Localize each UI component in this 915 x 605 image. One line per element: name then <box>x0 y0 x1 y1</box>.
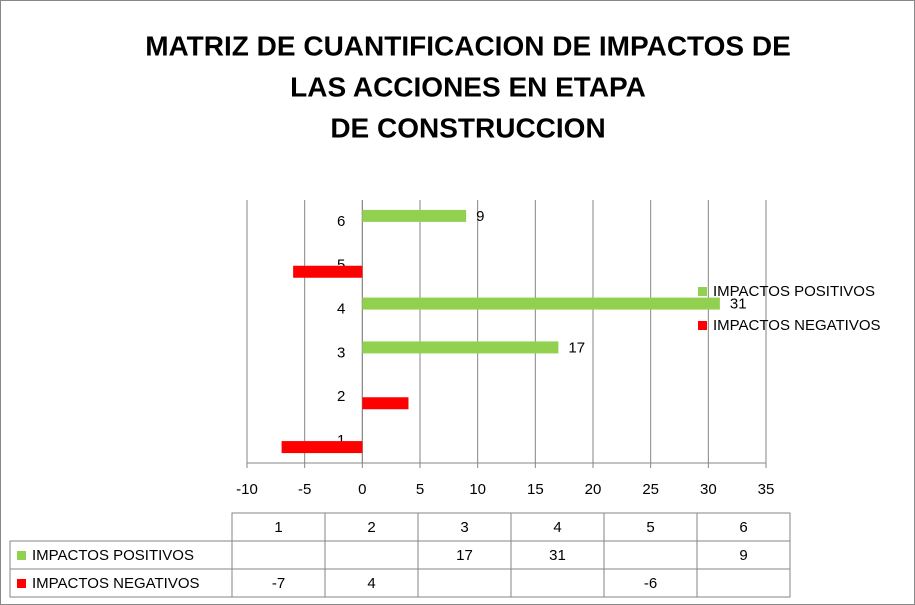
chart-title: MATRIZ DE CUANTIFICACION DE IMPACTOS DE <box>145 30 791 61</box>
chart-title: LAS ACCIONES EN ETAPA <box>290 71 646 102</box>
table-header: 4 <box>553 519 561 536</box>
x-tick-label: 20 <box>585 481 602 498</box>
x-tick-label: 25 <box>642 481 659 498</box>
chart-title: DE CONSTRUCCION <box>330 112 605 143</box>
x-tick-label: 35 <box>758 481 775 498</box>
y-tick-label: 6 <box>337 213 345 230</box>
bar <box>362 341 559 354</box>
table-value: 31 <box>549 547 566 564</box>
table-header: 2 <box>367 519 375 536</box>
legend-label: IMPACTOS NEGATIVOS <box>713 317 881 334</box>
table-cell <box>696 568 791 598</box>
table-header: 1 <box>274 519 282 536</box>
table-row-label: IMPACTOS POSITIVOS <box>32 547 194 564</box>
y-tick-label: 5 <box>337 257 345 274</box>
x-tick-label: 15 <box>527 481 544 498</box>
data-label: 9 <box>476 208 484 225</box>
table-header: 3 <box>460 519 468 536</box>
table-row-label: IMPACTOS NEGATIVOS <box>32 575 200 592</box>
y-tick-label: 4 <box>337 301 345 318</box>
bar <box>362 397 409 410</box>
x-tick-label: 10 <box>469 481 486 498</box>
legend-swatch <box>17 579 26 588</box>
bar <box>362 209 467 222</box>
y-tick-label: 2 <box>337 388 345 405</box>
legend-swatch <box>17 551 26 560</box>
table-header: 5 <box>646 519 654 536</box>
table-value: -7 <box>272 575 285 592</box>
x-tick-label: 30 <box>700 481 717 498</box>
bar <box>293 265 363 278</box>
x-tick-label: -10 <box>236 481 258 498</box>
x-tick-label: 5 <box>416 481 424 498</box>
bar <box>281 441 363 454</box>
bar <box>362 297 720 310</box>
y-tick-label: 1 <box>337 432 345 449</box>
x-tick-label: -5 <box>298 481 311 498</box>
table-value: -6 <box>644 575 657 592</box>
data-label: 17 <box>568 339 585 356</box>
table-value: 9 <box>739 547 747 564</box>
x-tick-label: 0 <box>358 481 366 498</box>
data-label: 31 <box>730 296 747 313</box>
legend-swatch <box>698 321 707 330</box>
table-value: 4 <box>367 575 375 592</box>
table-value: 17 <box>456 547 473 564</box>
legend-label: IMPACTOS POSITIVOS <box>713 283 875 300</box>
table-header: 6 <box>739 519 747 536</box>
y-tick-label: 3 <box>337 344 345 361</box>
legend-swatch <box>698 287 707 296</box>
